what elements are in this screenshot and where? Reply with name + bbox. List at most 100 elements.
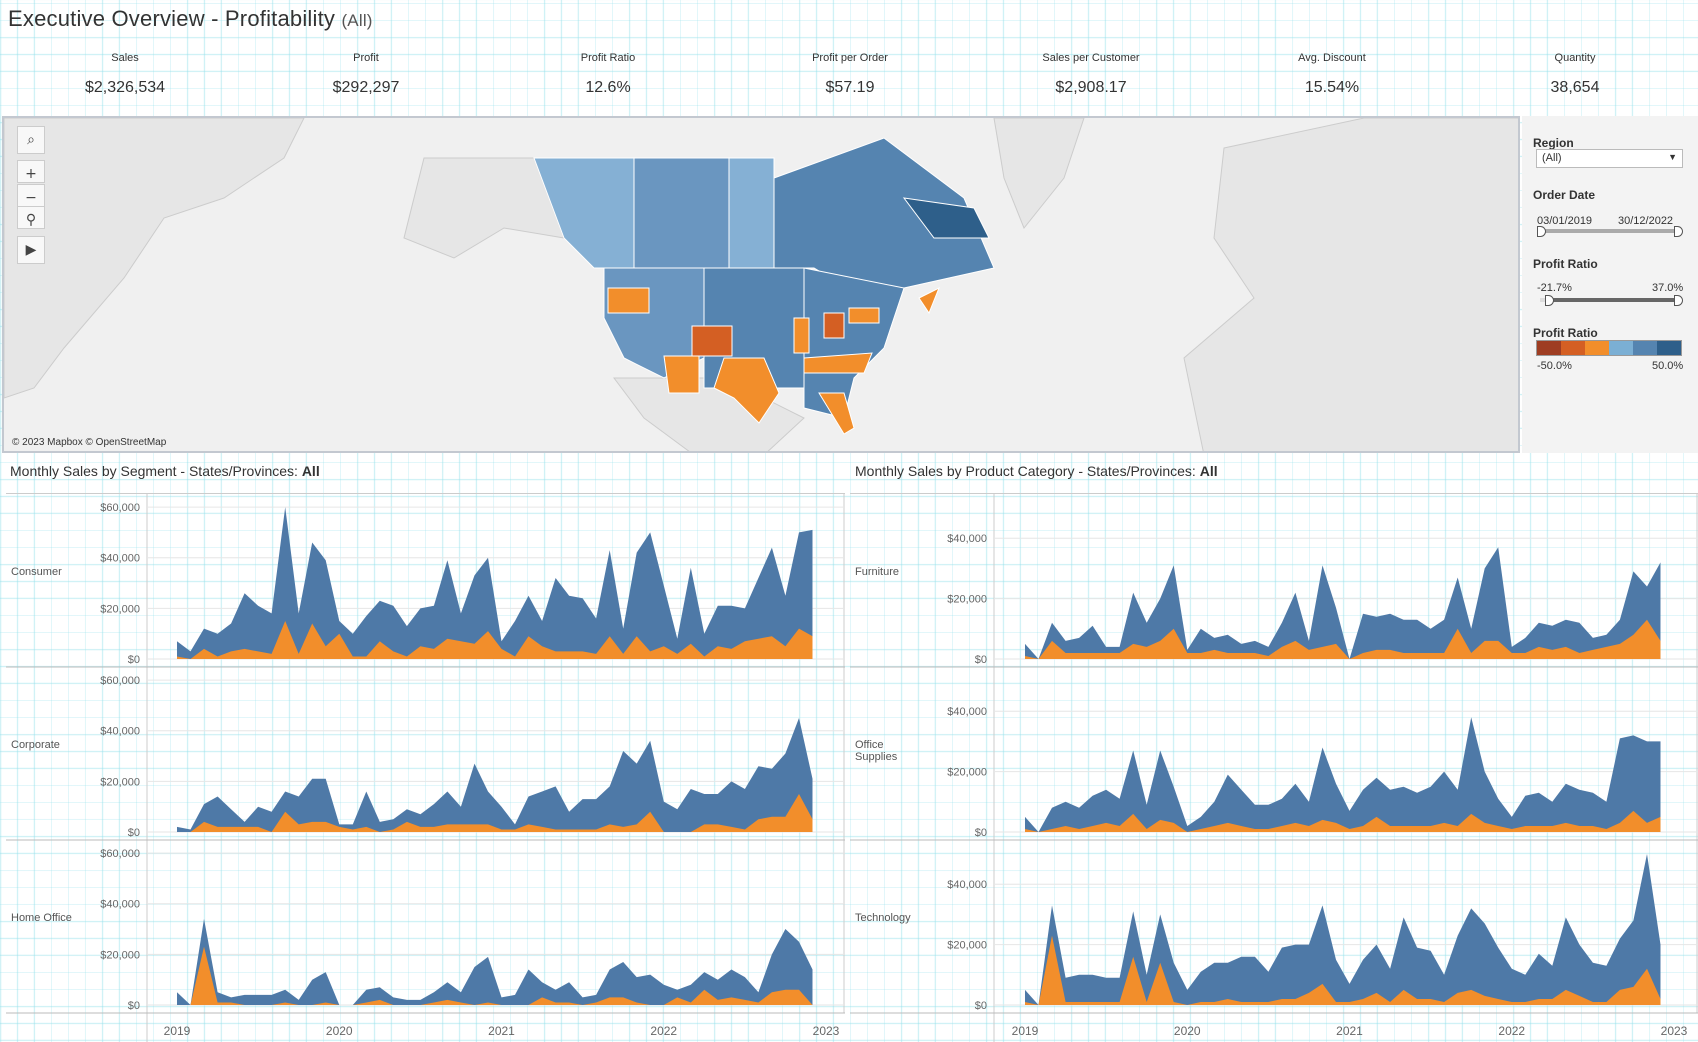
segment-sales-chart: $0 $20,000 $40,000 $60,000 $0 $20,000 $40,000 $… bbox=[6, 493, 845, 1042]
y-tick-label: $40,000 bbox=[947, 879, 987, 891]
x-tick-label: 2023 bbox=[813, 1024, 840, 1038]
chart-svg: $0 $20,000 $40,000 $0 $20,000 $40,000 $0 $20,00… bbox=[850, 494, 1698, 1042]
panel-label: Furniture bbox=[855, 566, 900, 578]
profit-area-office-supplies[interactable] bbox=[1025, 810, 1661, 832]
kpi-profit: Profit $292,297 bbox=[266, 52, 466, 97]
y-tick-label: $0 bbox=[975, 654, 987, 666]
y-tick-label: $40,000 bbox=[947, 706, 987, 718]
profit-ratio-color-legend bbox=[1536, 340, 1682, 356]
zoom-in-icon[interactable]: + bbox=[17, 160, 45, 183]
x-tick-label: 2019 bbox=[164, 1024, 191, 1038]
pin-icon[interactable]: ⚲ bbox=[17, 206, 45, 229]
profit-area-furniture[interactable] bbox=[1025, 619, 1661, 659]
x-tick-label: 2022 bbox=[650, 1024, 677, 1038]
y-tick-label: $20,000 bbox=[947, 940, 987, 952]
y-tick-label: $60,000 bbox=[100, 675, 140, 687]
chart-svg: $0 $20,000 $40,000 $60,000 $0 $20,000 $40,000 $… bbox=[6, 494, 845, 1042]
category-chart-title: Monthly Sales by Product Category - Stat… bbox=[855, 463, 1218, 479]
zoom-out-icon[interactable]: − bbox=[17, 184, 45, 207]
sales-area-consumer[interactable] bbox=[177, 507, 813, 659]
profit-ratio-max: 37.0% bbox=[1652, 282, 1684, 294]
region-texas bbox=[713, 357, 780, 424]
region-arizona bbox=[663, 355, 700, 394]
order-date-label: Order Date bbox=[1533, 188, 1596, 202]
kpi-value: $292,297 bbox=[332, 79, 400, 96]
kpi-label: Sales per Customer bbox=[1042, 52, 1140, 64]
region-illinois bbox=[793, 317, 810, 354]
kpi-label: Profit per Order bbox=[812, 52, 888, 64]
kpi-value: $2,326,534 bbox=[84, 79, 166, 96]
x-tick-label: 2019 bbox=[1012, 1024, 1039, 1038]
region-quebec-east bbox=[902, 197, 990, 239]
y-tick-label: $20,000 bbox=[100, 776, 140, 788]
order-date-slider[interactable] bbox=[1540, 229, 1680, 233]
legend-max: 50.0% bbox=[1652, 360, 1684, 372]
search-icon[interactable]: ⌕ bbox=[17, 126, 45, 154]
order-date-end-handle[interactable] bbox=[1674, 226, 1683, 237]
profit-ratio-min-handle[interactable] bbox=[1545, 295, 1555, 306]
sales-area-corporate[interactable] bbox=[177, 718, 813, 832]
legend-swatch bbox=[1633, 341, 1657, 355]
profit-ratio-filter-label: Profit Ratio bbox=[1533, 257, 1598, 271]
legend-swatch bbox=[1585, 341, 1609, 355]
x-tick-label: 2022 bbox=[1498, 1024, 1525, 1038]
title-text: Executive Overview - Profitability bbox=[8, 6, 336, 31]
region-ohio bbox=[823, 312, 845, 339]
kpi-avg-discount: Avg. Discount 15.54% bbox=[1232, 52, 1432, 97]
sales-area-home-office[interactable] bbox=[177, 918, 813, 1005]
y-tick-label: $0 bbox=[128, 654, 140, 666]
kpi-value: $57.19 bbox=[825, 79, 875, 96]
kpi-label: Avg. Discount bbox=[1298, 52, 1366, 64]
panel-label: Corporate bbox=[11, 739, 60, 751]
kpi-value: 12.6% bbox=[585, 79, 631, 96]
region-pennsylvania bbox=[848, 307, 880, 324]
sales-area-office-supplies[interactable] bbox=[1025, 717, 1661, 832]
kpi-label: Quantity bbox=[1554, 52, 1596, 64]
dashboard-title: Executive Overview - Profitability (All) bbox=[8, 6, 373, 32]
profit-ratio-map[interactable]: ⌕ + − ⚲ ▶ © 2023 Mapbox © OpenStreetMap bbox=[2, 116, 1520, 453]
x-tick-label: 2023 bbox=[1661, 1024, 1688, 1038]
profit-area-consumer[interactable] bbox=[177, 621, 813, 659]
land-europe bbox=[1183, 118, 1518, 451]
sales-area-furniture[interactable] bbox=[1025, 547, 1661, 659]
play-icon[interactable]: ▶ bbox=[17, 236, 45, 264]
y-tick-label: $40,000 bbox=[100, 553, 140, 565]
profit-ratio-min: -21.7% bbox=[1537, 282, 1572, 294]
region-canada-central bbox=[633, 157, 730, 269]
legend-swatch bbox=[1657, 341, 1681, 355]
y-tick-label: $60,000 bbox=[100, 502, 140, 514]
profit-ratio-max-handle[interactable] bbox=[1674, 295, 1683, 306]
y-tick-label: $20,000 bbox=[947, 594, 987, 606]
x-tick-label: 2020 bbox=[1174, 1024, 1201, 1038]
region-dropdown[interactable]: (All) ▼ bbox=[1536, 149, 1683, 168]
category-chart-title-text: Monthly Sales by Product Category - Stat… bbox=[855, 463, 1196, 479]
order-date-end: 30/12/2022 bbox=[1618, 215, 1674, 227]
y-tick-label: $0 bbox=[975, 827, 987, 839]
kpi-quantity: Quantity 38,654 bbox=[1475, 52, 1675, 97]
kpi-label: Profit bbox=[353, 52, 379, 64]
profit-ratio-legend-label: Profit Ratio bbox=[1533, 326, 1598, 340]
y-tick-label: $20,000 bbox=[100, 949, 140, 961]
category-chart-title-value: All bbox=[1199, 463, 1218, 479]
legend-swatch bbox=[1609, 341, 1633, 355]
order-date-start-handle[interactable] bbox=[1537, 226, 1546, 237]
order-date-start: 03/01/2019 bbox=[1537, 215, 1593, 227]
kpi-profit-per-order: Profit per Order $57.19 bbox=[750, 52, 950, 97]
map-credit: © 2023 Mapbox © OpenStreetMap bbox=[12, 437, 167, 448]
y-tick-label: $40,000 bbox=[100, 726, 140, 738]
legend-swatch bbox=[1561, 341, 1585, 355]
sales-area-technology[interactable] bbox=[1025, 854, 1661, 1005]
profit-ratio-slider[interactable] bbox=[1548, 298, 1680, 302]
segment-chart-title-text: Monthly Sales by Segment - States/Provin… bbox=[10, 463, 298, 479]
kpi-label: Profit Ratio bbox=[580, 52, 636, 64]
profit-area-corporate[interactable] bbox=[177, 794, 813, 832]
chevron-down-icon: ▼ bbox=[1668, 152, 1677, 162]
kpi-value: 38,654 bbox=[1550, 79, 1600, 96]
segment-chart-title-value: All bbox=[301, 463, 320, 479]
region-oregon bbox=[607, 287, 650, 314]
y-tick-label: $0 bbox=[128, 827, 140, 839]
x-tick-label: 2021 bbox=[1336, 1024, 1363, 1038]
panel-label: Consumer bbox=[11, 566, 62, 578]
map-canvas bbox=[4, 118, 1518, 451]
panel-label: Office Supplies bbox=[855, 739, 898, 763]
